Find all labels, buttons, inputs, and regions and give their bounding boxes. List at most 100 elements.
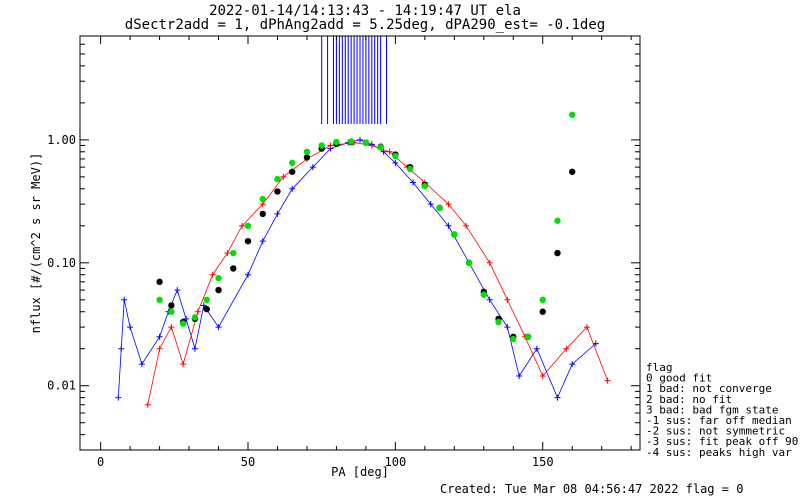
series-0-point-22 [392,159,399,166]
series-1-point-24 [583,324,590,331]
y-tick-label-0: 0.01 [47,379,76,393]
y-tick-label-1: 0.10 [47,256,76,270]
series-0-point-30 [533,345,540,352]
series-2-point-7 [244,237,252,245]
series-1-point-13 [368,142,375,149]
series-2-point-6 [230,265,237,272]
series-3-point-21 [451,231,458,238]
legend-entry-6: -3 sus: fit peak off 90 [646,435,798,448]
series-1-point-2 [168,324,175,331]
series-3-point-17 [392,152,399,160]
series-3-point-26 [524,333,532,341]
chart-subtitle: dSectr2add = 1, dPhAng2add = 5.25deg, dP… [125,17,605,33]
series-0-point-29 [516,372,523,379]
series-0-point-33 [592,340,599,347]
series-0-point-25 [445,222,452,229]
series-3-point-0 [156,296,163,304]
legend-entry-0: 0 good fit [646,372,712,385]
series-0-point-23 [410,179,417,186]
series-3-point-27 [539,296,546,304]
series-0-point-15 [289,185,296,192]
series-3-point-24 [495,318,502,326]
series-3-point-9 [274,175,281,183]
series-2-point-11 [303,154,311,161]
legend-entry-7: -4 sus: peaks high var [646,446,792,459]
series-3-point-7 [244,222,252,230]
series-0-point-13 [259,238,266,245]
series-3-point-13 [333,138,340,146]
data-layer [115,36,611,408]
series-0-line [117,139,597,399]
series-1-point-14 [386,148,393,155]
series-3-point-18 [406,165,414,173]
series-3-point-28 [554,217,561,224]
series-2-point-5 [215,286,222,294]
series-0-point-28 [504,324,511,331]
x-axis-label: PA [deg] [331,465,389,479]
x-tick-label-2: 100 [385,455,407,469]
series-3-point-5 [215,274,222,282]
series-2-point-0 [156,278,163,286]
series-0-point-27 [486,296,493,303]
legend-entry-1: 1 bad: not converge [646,382,772,395]
series-0-point-14 [274,210,281,217]
series-2-point-29 [569,168,576,175]
series-0-point-24 [427,201,434,208]
series-3-point-14 [347,138,355,145]
series-3-point-3 [191,314,199,321]
series-0-point-31 [554,394,561,401]
x-tick-label-1: 50 [241,455,255,469]
series-3-point-25 [510,335,517,343]
series-1-point-6 [224,250,231,257]
legend-entry-5: -2 sus: not symmetric [646,425,785,438]
series-3-point-11 [303,148,311,155]
series-1-point-20 [504,296,511,303]
series-0-point-1 [118,345,125,352]
series-1-line [147,142,608,405]
series-0-point-19 [357,136,363,143]
x-tick-label-3: 150 [532,455,554,469]
series-0-point-9 [191,345,198,352]
series-1-point-3 [180,361,187,368]
series-2-point-28 [554,249,561,257]
series-3-point-29 [569,111,576,118]
series-0-point-16 [309,164,316,171]
series-3-point-23 [480,291,487,298]
series-1-point-4 [194,308,201,315]
chart-title: 2022-01-14/14:13:43 - 14:19:47 UT ela [209,3,521,19]
x-tick-label-0: 0 [97,455,104,469]
series-0-point-12 [245,271,251,278]
series-3-point-2 [179,320,187,327]
series-3-point-6 [230,249,237,257]
series-1-point-1 [156,345,163,352]
series-1-point-23 [563,345,570,352]
series-3-point-20 [436,204,443,212]
series-0-point-32 [569,361,576,368]
series-0-point-7 [174,287,181,294]
series-3-point-12 [318,142,325,149]
series-1-point-0 [144,401,151,408]
series-1-point-5 [209,271,216,278]
series-3-point-1 [168,308,175,315]
legend-title: flag [646,361,673,374]
series-0-point-2 [121,296,128,303]
series-0-point-5 [156,333,163,340]
series-1-point-17 [445,201,452,208]
series-2-point-1 [168,302,175,309]
series-2-point-8 [259,210,266,218]
series-1-point-18 [463,222,470,229]
series-3-point-4 [203,296,210,304]
series-3-point-8 [259,195,266,203]
series-1-point-19 [486,259,493,266]
series-3-point-22 [465,259,473,267]
legend-entry-4: -1 sus: far off median [646,414,792,427]
series-2-point-10 [289,168,296,175]
series-1-point-22 [539,372,546,379]
series-0-point-10 [200,302,207,309]
plot-frame [79,35,641,451]
series-1-point-11 [327,142,334,149]
y-tick-label-2: 1.00 [47,133,76,147]
y-axis-label: nflux [#/(cm^2 s sr MeV)] [29,153,43,334]
series-1-point-7 [239,222,246,229]
